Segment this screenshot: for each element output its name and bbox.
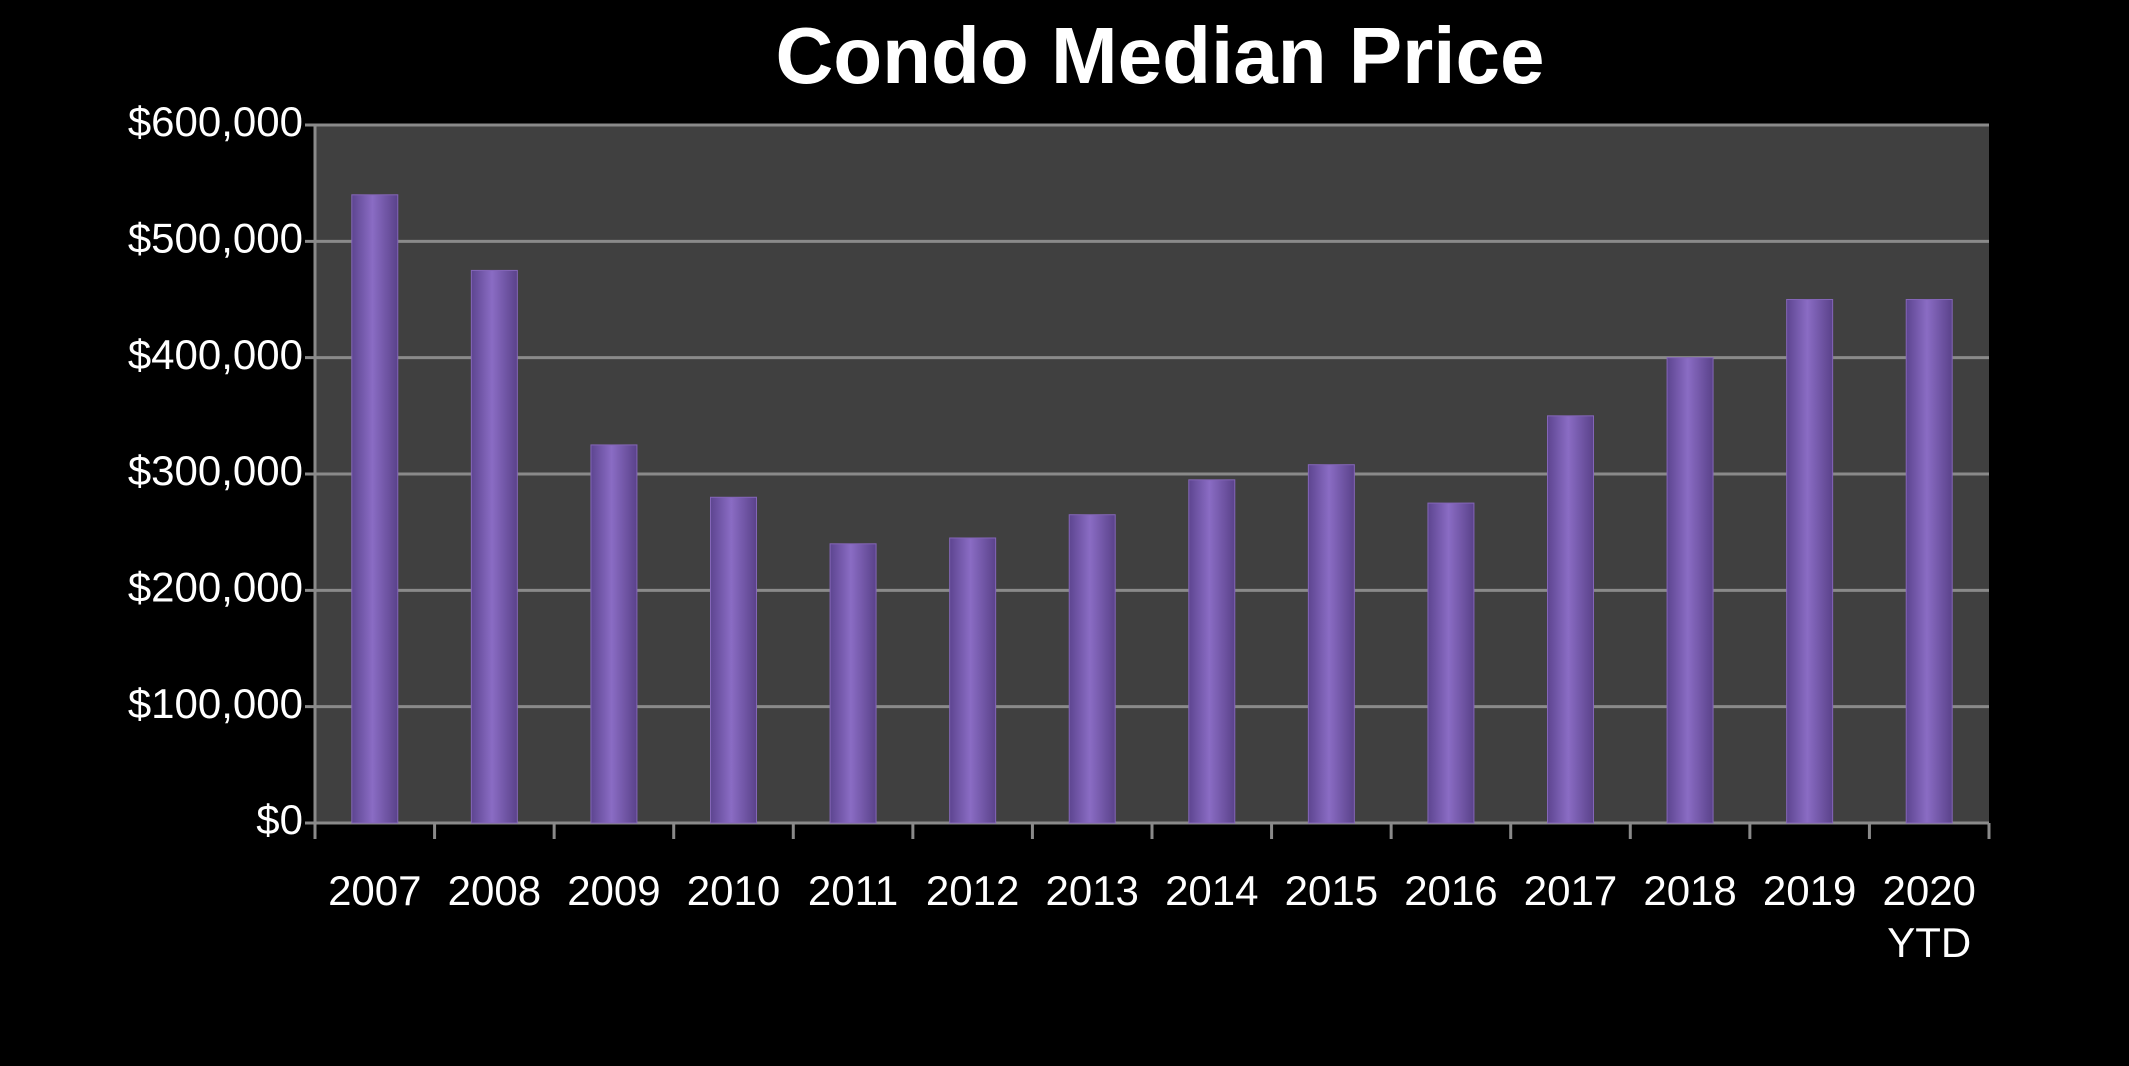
x-tick-label: 2015: [1284, 867, 1379, 914]
x-tick-label: 2008: [447, 867, 542, 914]
x-tick-label: 2009: [567, 867, 661, 914]
bar: [1666, 357, 1714, 824]
bar: [590, 444, 638, 824]
bar: [1068, 514, 1116, 824]
x-tick-label: 2020 YTD: [1882, 867, 1976, 966]
y-tick-label: $300,000: [128, 447, 303, 494]
y-tick-label: $100,000: [128, 680, 303, 727]
bar: [1188, 479, 1236, 824]
chart-title: Condo Median Price: [776, 11, 1545, 100]
y-tick-label: $400,000: [128, 331, 303, 378]
y-tick-label: $200,000: [128, 563, 303, 610]
bar: [1307, 464, 1355, 824]
y-tick-label: $500,000: [128, 214, 303, 261]
bar: [949, 537, 997, 824]
bar: [1786, 299, 1834, 824]
x-tick-label: 2018: [1643, 867, 1737, 914]
x-tick-label: 2017: [1523, 867, 1618, 914]
bar: [1905, 299, 1953, 824]
bar: [829, 543, 877, 824]
x-tick-label: 2019: [1762, 867, 1857, 914]
bar: [351, 194, 399, 824]
bar: [470, 269, 518, 824]
x-tick-label: 2007: [328, 867, 422, 914]
x-tick-label: 2012: [925, 867, 1020, 914]
bar: [1547, 415, 1594, 824]
bar: [710, 496, 757, 824]
x-tick-label: 2011: [807, 867, 899, 914]
y-tick-label: $600,000: [128, 98, 303, 145]
y-tick-label: $0: [256, 796, 303, 843]
x-tick-label: 2010: [686, 867, 781, 914]
bar: [1427, 502, 1475, 824]
x-tick-label: 2016: [1404, 867, 1498, 914]
x-tick-label: 2014: [1165, 867, 1259, 914]
x-tick-label: 2013: [1045, 867, 1139, 914]
